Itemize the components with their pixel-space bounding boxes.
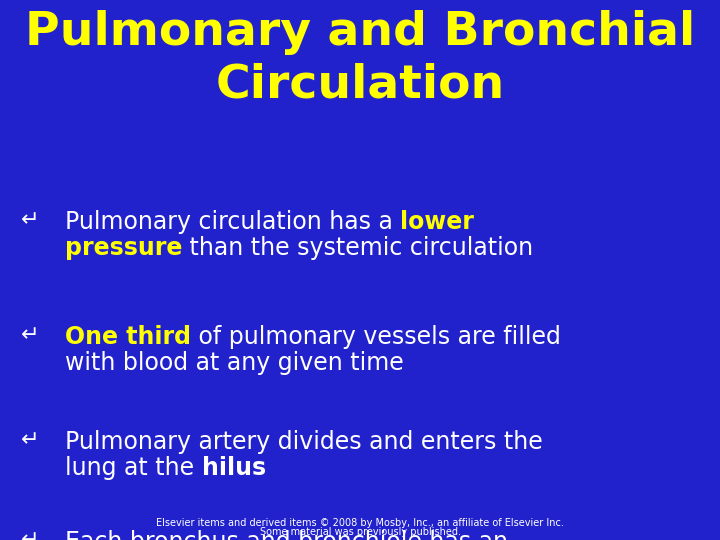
Text: lung at the: lung at the [65, 456, 202, 480]
Text: ↵: ↵ [21, 530, 40, 540]
Text: Pulmonary and Bronchial
Circulation: Pulmonary and Bronchial Circulation [25, 10, 695, 107]
Text: ↵: ↵ [21, 430, 40, 450]
Text: One third: One third [65, 325, 191, 349]
Text: Elsevier items and derived items © 2008 by Mosby, Inc., an affiliate of Elsevier: Elsevier items and derived items © 2008 … [156, 518, 564, 528]
Text: Each bronchus and bronchiole has an: Each bronchus and bronchiole has an [65, 530, 508, 540]
Text: lower: lower [400, 210, 474, 234]
Text: Pulmonary artery divides and enters the: Pulmonary artery divides and enters the [65, 430, 543, 454]
Text: Some material was previously published.: Some material was previously published. [259, 527, 461, 537]
Text: than the systemic circulation: than the systemic circulation [182, 236, 534, 260]
Text: ↵: ↵ [21, 325, 40, 345]
Text: Pulmonary circulation has a: Pulmonary circulation has a [65, 210, 400, 234]
Text: hilus: hilus [202, 456, 266, 480]
Text: with blood at any given time: with blood at any given time [65, 351, 404, 375]
Text: ↵: ↵ [21, 210, 40, 230]
Text: of pulmonary vessels are filled: of pulmonary vessels are filled [191, 325, 561, 349]
Text: pressure: pressure [65, 236, 182, 260]
